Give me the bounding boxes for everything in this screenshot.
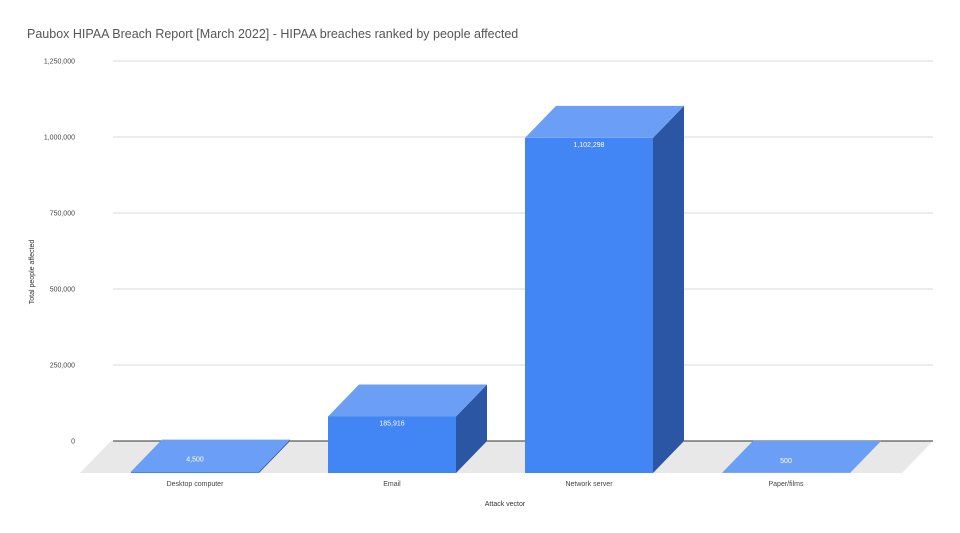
bar-top-face (131, 439, 290, 472)
bar-side-face (456, 384, 487, 473)
bar-top-face (722, 440, 881, 473)
y-tick-label: 250,000 (50, 363, 75, 370)
bar-side-face (653, 105, 684, 474)
y-tick-label: 1,250,000 (44, 59, 75, 66)
bar: 4,500 (131, 439, 290, 473)
y-tick-label: 750,000 (50, 211, 75, 218)
x-tick-label: Email (383, 481, 401, 488)
gridlines (113, 60, 933, 366)
bar-side-face (850, 440, 881, 473)
bar: 185,916 (328, 384, 487, 473)
x-tick-label: Desktop computer (167, 481, 224, 488)
y-tick-label: 500,000 (50, 287, 75, 294)
bar-top-face (328, 384, 487, 417)
chart-title: Paubox HIPAA Breach Report [March 2022] … (27, 27, 518, 41)
bar: 500 (722, 440, 881, 473)
bars: 4,500 185,916 1,102,298 500 (131, 105, 881, 474)
y-tick-label: 0 (71, 439, 75, 446)
bar-front-face (525, 137, 653, 473)
bar-top-face (525, 105, 684, 138)
bar-front-face (328, 416, 456, 473)
data-label: 500 (780, 458, 792, 465)
x-axis-title: Attack vector (485, 501, 526, 508)
bar-front-face (131, 471, 259, 473)
data-label: 4,500 (186, 457, 204, 464)
x-tick-label: Network server (565, 481, 613, 488)
x-tick-label: Paper/films (768, 481, 804, 488)
bar-side-face (259, 439, 290, 473)
bar: 1,102,298 (525, 105, 684, 474)
y-axis-title: Total people affected (29, 240, 36, 305)
x-axis-tick-labels: Desktop computer Email Network server Paper… (167, 481, 804, 488)
data-label: 185,916 (379, 420, 404, 427)
y-tick-label: 1,000,000 (44, 135, 75, 142)
data-label: 1,102,298 (573, 142, 604, 149)
chart-floor (80, 441, 933, 473)
y-axis-tick-labels: 0 250,000 500,000 750,000 1,000,000 1,250,000 (44, 59, 75, 446)
